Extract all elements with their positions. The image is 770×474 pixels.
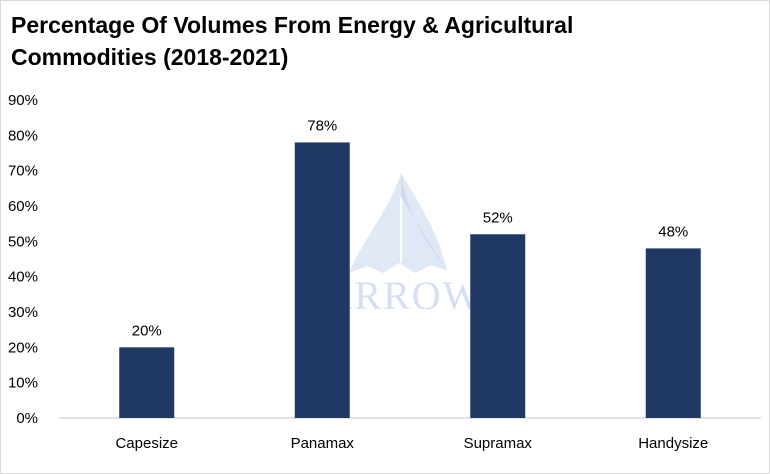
data-label-handysize: 48%: [658, 223, 688, 240]
y-tick-label: 40%: [8, 269, 38, 286]
category-label-capesize: Capesize: [115, 435, 178, 452]
data-label-capesize: 20%: [132, 322, 162, 339]
y-tick-label: 80%: [8, 127, 38, 144]
y-tick-label: 90%: [8, 92, 38, 109]
y-tick-label: 30%: [8, 304, 38, 321]
sail-logo-icon: [349, 173, 447, 273]
y-tick-label: 60%: [8, 198, 38, 215]
category-label-panamax: Panamax: [291, 435, 355, 452]
y-tick-label: 20%: [8, 339, 38, 356]
bar-panamax: [294, 142, 350, 418]
y-tick-label: 70%: [8, 163, 38, 180]
y-axis-ticks: 0% 10% 20% 30% 40% 50% 60% 70% 80% 90%: [8, 92, 38, 427]
y-tick-label: 10%: [8, 375, 38, 392]
bar-supramax: [470, 234, 526, 418]
data-label-supramax: 52%: [483, 209, 513, 226]
bars: [119, 142, 701, 418]
bar-handysize: [645, 248, 701, 418]
data-labels: 20% 78% 52% 48%: [132, 117, 689, 339]
y-tick-label: 50%: [8, 233, 38, 250]
data-label-panamax: 78%: [307, 117, 337, 134]
category-labels: Capesize Panamax Supramax Handysize: [115, 435, 708, 452]
bar-capesize: [119, 347, 175, 418]
category-label-handysize: Handysize: [638, 435, 708, 452]
chart-title: Percentage Of Volumes From Energy & Agri…: [11, 12, 574, 70]
category-label-supramax: Supramax: [464, 435, 533, 452]
y-tick-label: 0%: [16, 410, 38, 427]
